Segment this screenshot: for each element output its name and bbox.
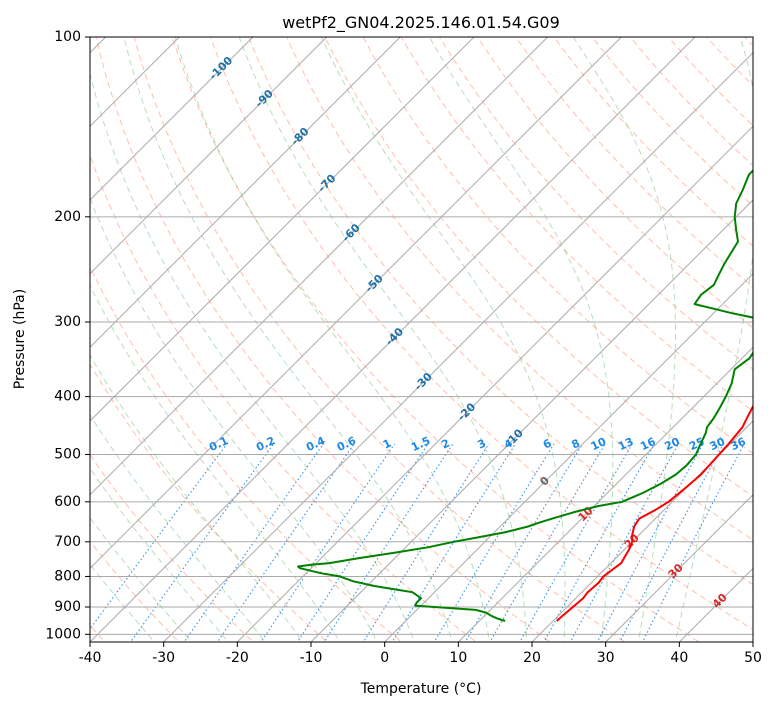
mixing-ratio-line — [129, 443, 275, 642]
moist-adiabat-line — [90, 414, 266, 642]
mixing-ratio-line — [619, 443, 724, 642]
isotherm-gridline — [457, 346, 753, 642]
dry-adiabat-line — [324, 37, 753, 498]
y-tick-label: 200 — [54, 209, 81, 225]
moist-adiabat-line — [90, 284, 341, 642]
mixing-ratio-label: 16 — [638, 435, 658, 453]
y-tick-label: 800 — [54, 568, 81, 584]
isotherm-gridline — [90, 37, 254, 201]
dry-adiabat-line — [286, 37, 753, 541]
x-tick-label: 20 — [523, 650, 541, 666]
sounding-profiles — [297, 169, 753, 622]
x-tick-label: 0 — [380, 650, 389, 666]
mixing-ratio-line — [362, 443, 490, 642]
y-tick-label: 100 — [54, 29, 81, 45]
mixing-ratio-line — [323, 443, 454, 642]
mixing-ratio-line — [296, 443, 429, 642]
y-tick-label: 600 — [54, 494, 81, 510]
y-tick-label: 400 — [54, 389, 81, 405]
x-tick-label: 50 — [744, 650, 762, 666]
chart-title: wetPf2_GN04.2025.146.01.54.G09 — [282, 13, 560, 33]
mixing-ratio-line — [519, 443, 633, 642]
dewpoint-profile-line — [297, 169, 753, 622]
moist-adiabat-line — [90, 71, 416, 642]
x-tick-label: -30 — [152, 650, 175, 666]
dry-adiabat-line — [90, 154, 477, 642]
y-tick-label: 500 — [54, 447, 81, 463]
mixing-ratio-line — [569, 443, 679, 642]
moist-adiabat-line — [674, 37, 753, 642]
dry-adiabat-line — [90, 453, 254, 642]
dry-adiabat-line — [248, 37, 753, 586]
isotherm-gridline — [605, 493, 753, 642]
mixing-ratio-line — [464, 443, 583, 642]
x-tick-label: -40 — [79, 650, 102, 666]
dry-adiabat-line — [171, 37, 700, 642]
y-axis-label: Pressure (hPa) — [12, 289, 28, 389]
mixing-ratio-label: 30 — [708, 435, 728, 453]
x-tick-label: 40 — [670, 650, 688, 666]
y-tick-label: 300 — [54, 314, 81, 330]
plot-frame — [89, 36, 754, 643]
x-tick-label: 10 — [449, 650, 467, 666]
y-tick-label: 700 — [54, 534, 81, 550]
dry-adiabat-line — [400, 37, 753, 412]
isotherm-gridline — [310, 199, 753, 642]
dry-adiabat-line — [209, 37, 753, 631]
moist-adiabat-line — [90, 467, 229, 642]
isotherm-gridline — [90, 37, 696, 642]
y-tick-label: 1000 — [45, 626, 81, 642]
mixing-ratio-line — [489, 443, 606, 642]
mixing-ratio-label: 10 — [589, 435, 609, 453]
mixing-ratio-label: 20 — [663, 435, 683, 453]
isotherm-gridline — [163, 51, 753, 642]
isotherm-gridline — [90, 37, 549, 496]
mixing-ratio-line — [183, 443, 324, 642]
moist-adiabat-line — [428, 37, 614, 642]
mixing-ratio-line — [260, 443, 396, 642]
x-tick-label: -10 — [300, 650, 323, 666]
dry-adiabat-line — [90, 363, 329, 642]
x-tick-label: -20 — [226, 650, 249, 666]
mixing-ratio-line — [596, 443, 704, 642]
x-axis-label: Temperature (°C) — [360, 681, 482, 697]
isotherm-gridline — [90, 37, 475, 422]
isotherm-gridline — [90, 37, 328, 275]
moist-adiabat-line — [238, 37, 528, 642]
dry-adiabat-line — [438, 37, 753, 370]
y-tick-label: 900 — [54, 599, 81, 615]
moist-adiabat-line — [123, 37, 453, 642]
isotherm-gridline — [90, 37, 401, 349]
axes: -40 -30 -20 -10 0 10 20 30 40 50 100 200 300 400 500 60… — [45, 29, 762, 666]
isotherm-gridline — [90, 37, 622, 570]
dry-adiabat-line — [133, 37, 626, 642]
dry-adiabat-line — [362, 37, 753, 455]
temperature-profile-line — [556, 404, 753, 622]
mixing-ratio-line — [433, 443, 555, 642]
moist-adiabat-line — [90, 196, 378, 642]
moist-adiabat-line — [572, 37, 676, 642]
moist-adiabat-line — [174, 37, 490, 642]
dry-adiabat-line — [95, 37, 552, 642]
x-tick-label: 30 — [597, 650, 615, 666]
dry-adiabat-line — [477, 37, 753, 329]
mixing-ratio-label: 13 — [616, 435, 635, 453]
isotherm-gridline — [236, 125, 753, 642]
isotherm-gridline — [384, 272, 753, 642]
